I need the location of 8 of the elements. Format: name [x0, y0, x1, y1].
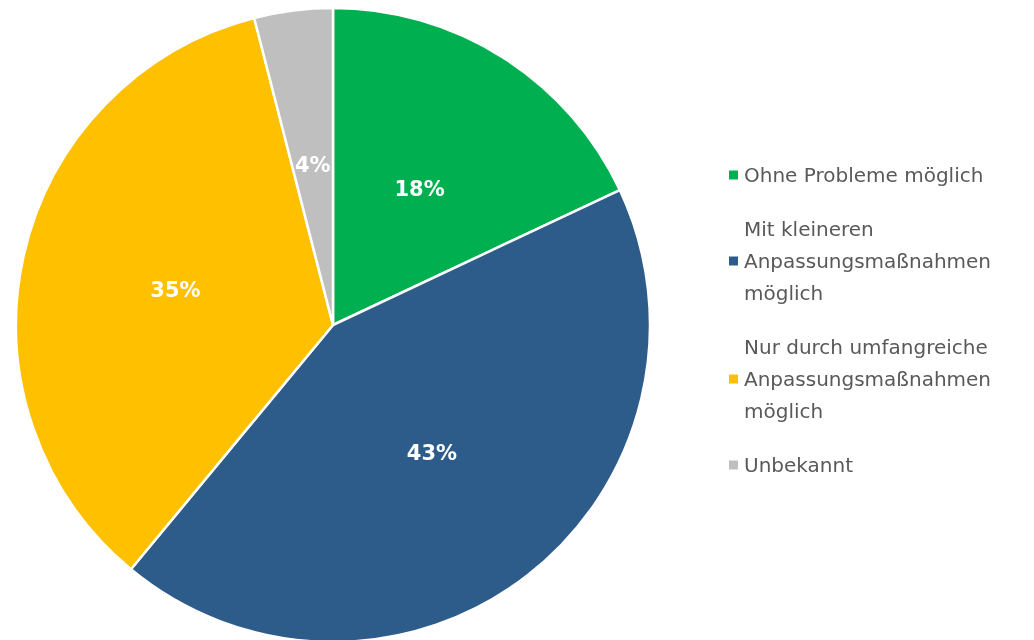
data-label: 35% — [150, 277, 201, 302]
legend-label: Ohne Probleme möglich — [744, 163, 984, 187]
data-label: 43% — [406, 440, 458, 465]
legend-label: Mit kleineren Anpassungsmaßnahmen möglich — [744, 217, 998, 305]
data-label: 4% — [294, 152, 331, 177]
data-label: 18% — [394, 176, 445, 201]
legend-label: Nur durch umfangreiche Anpassungsmaßnahmen möglich — [744, 335, 998, 423]
legend-label: Unbekannt — [744, 453, 854, 477]
